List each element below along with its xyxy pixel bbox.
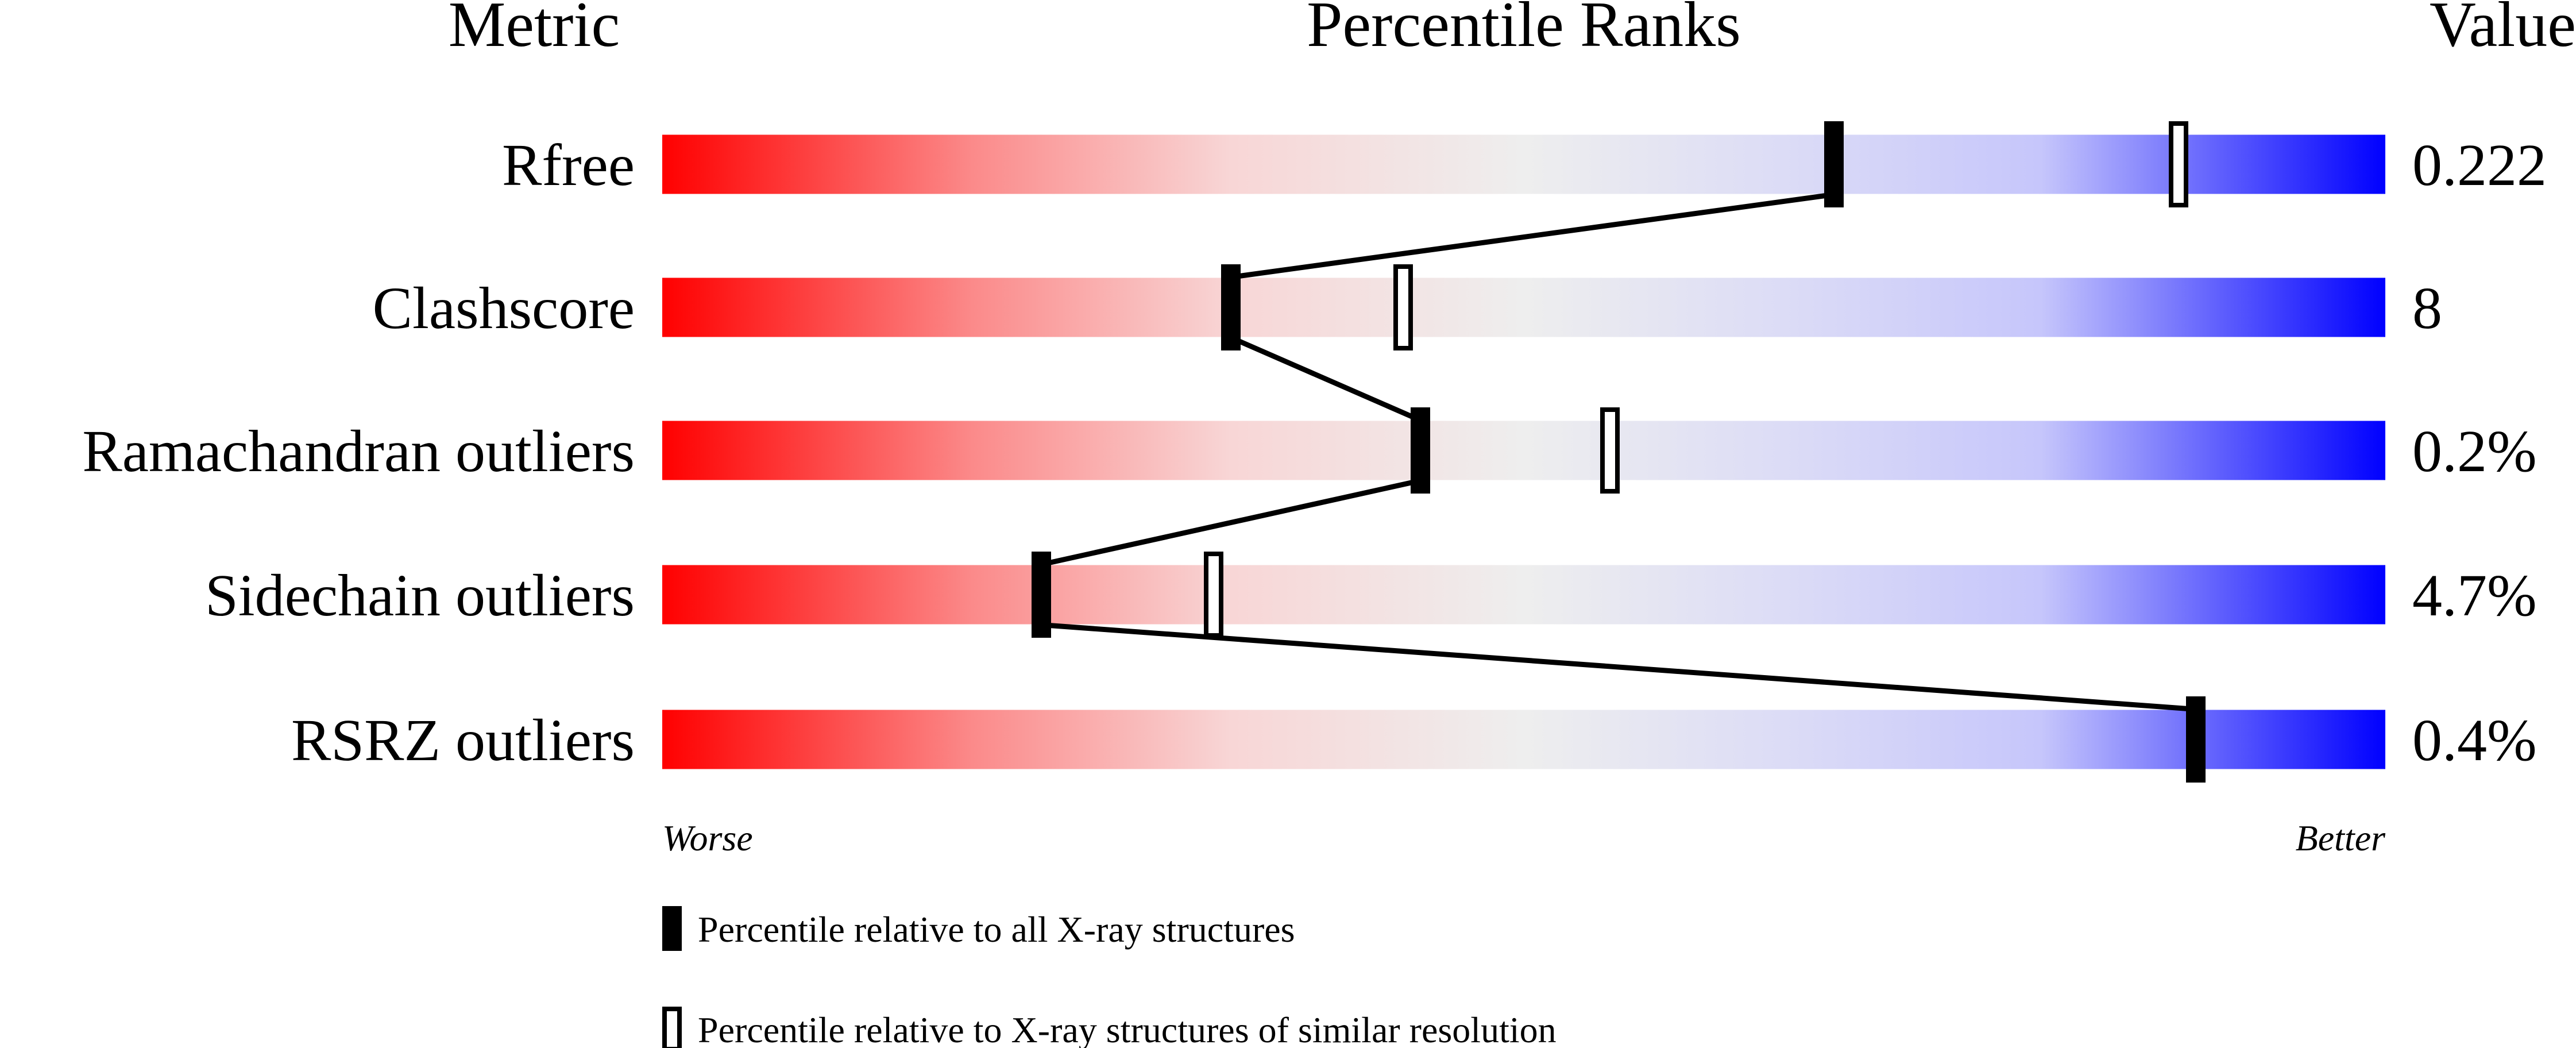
connector-line [1041, 478, 1421, 567]
metric-label: Ramachandran outliers [82, 418, 635, 484]
legend-label: Percentile relative to X-ray structures … [698, 1010, 1557, 1048]
percentile-bar [662, 710, 2385, 769]
metric-label: RSRZ outliers [291, 707, 635, 773]
connector-line [1230, 192, 1835, 280]
marker-similar-resolution [1204, 552, 1223, 638]
metric-label: Sidechain outliers [205, 562, 635, 629]
marker-similar-resolution [2169, 121, 2188, 207]
axis-end-worse: Worse [662, 818, 753, 858]
percentile-bar [662, 565, 2385, 625]
header-percentile-ranks: Percentile Ranks [1307, 0, 1741, 60]
marker-all-structures [1032, 552, 1051, 638]
header-value: Value [2430, 0, 2576, 60]
axis-end-better: Better [2296, 818, 2386, 858]
percentile-bar [662, 421, 2385, 480]
percentile-bar [662, 278, 2385, 337]
marker-all-structures [1411, 407, 1430, 494]
metric-value: 4.7% [2412, 562, 2537, 629]
connector-line [1230, 335, 1422, 423]
marker-all-structures [1824, 121, 1844, 207]
metric-value: 0.222 [2412, 132, 2547, 198]
marker-all-structures [1221, 264, 1241, 350]
connector-line [1041, 622, 2196, 712]
metric-label: Clashscore [373, 275, 635, 341]
header-metric: Metric [449, 0, 620, 60]
metric-value: 0.2% [2412, 418, 2537, 484]
marker-all-structures [2186, 696, 2206, 783]
metric-value: 0.4% [2412, 707, 2537, 773]
legend-filled-marker-icon [662, 906, 682, 951]
metric-label: Rfree [502, 132, 635, 198]
marker-similar-resolution [1600, 407, 1620, 494]
legend-label: Percentile relative to all X-ray structu… [698, 909, 1295, 950]
percentile-bar [662, 134, 2385, 194]
marker-similar-resolution [1393, 264, 1413, 350]
metric-value: 8 [2412, 275, 2442, 341]
legend-open-marker-icon [662, 1007, 682, 1048]
